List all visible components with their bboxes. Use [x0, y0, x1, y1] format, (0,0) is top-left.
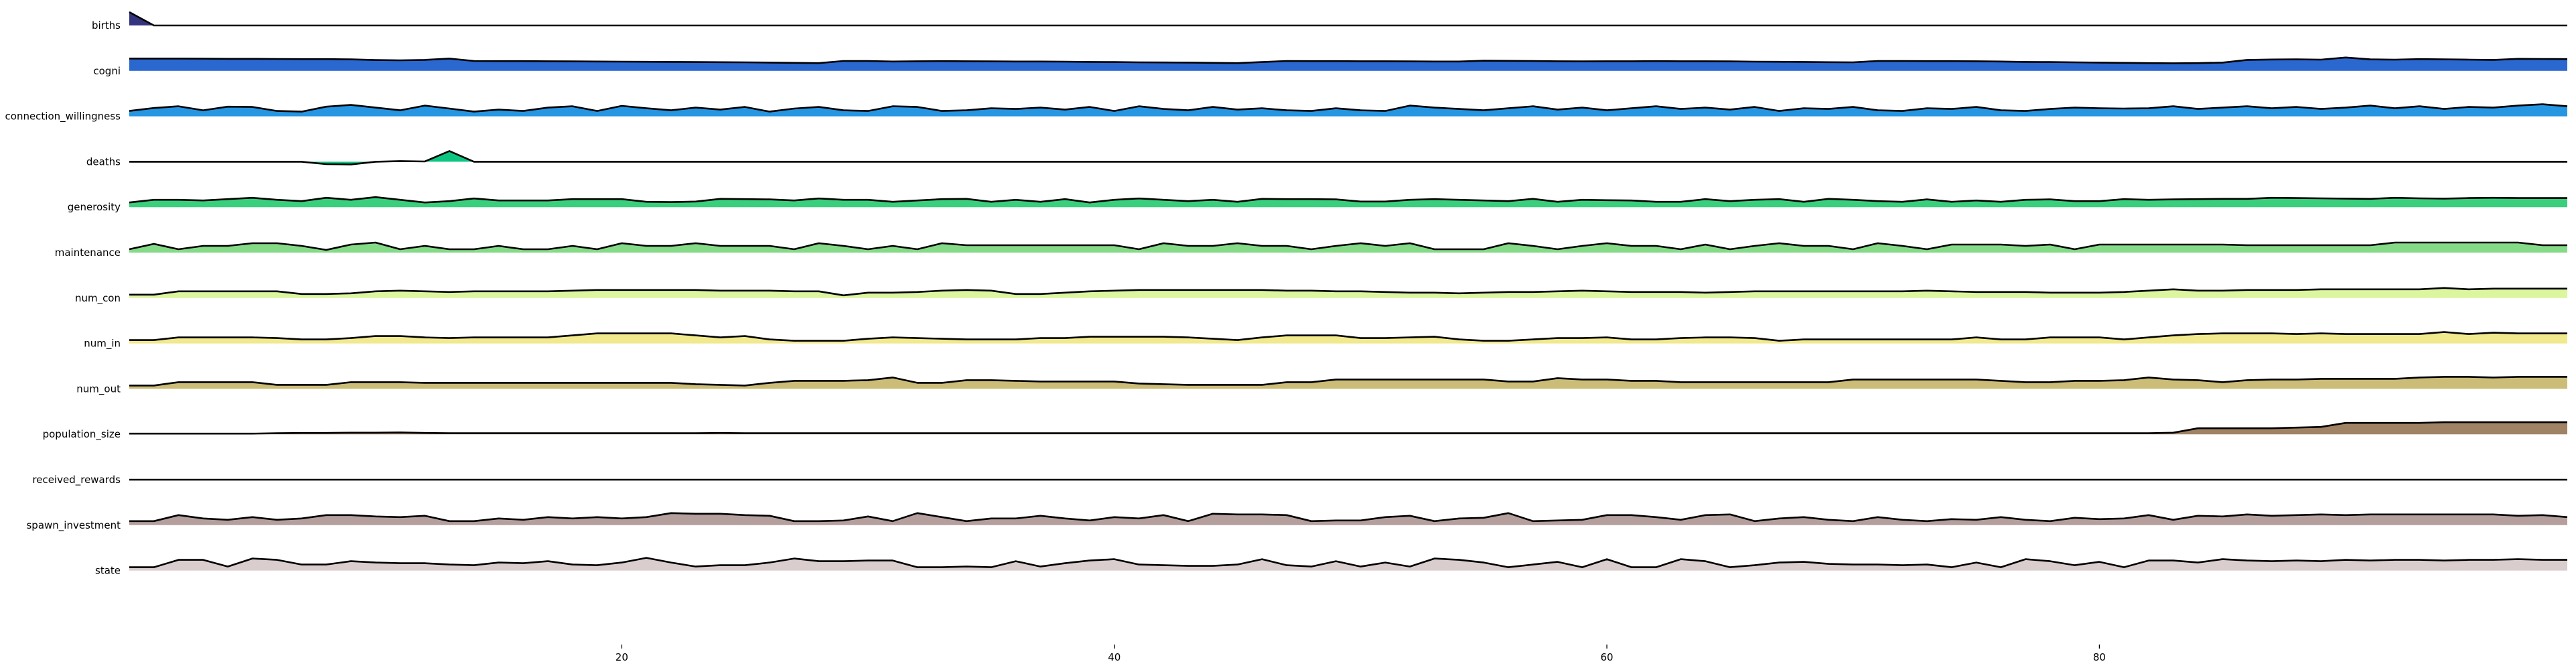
series-label: spawn_investment [26, 519, 121, 532]
series-line [129, 196, 2567, 204]
series-label: connection_willingness [5, 111, 121, 123]
series-area [129, 104, 2567, 117]
series-line [129, 103, 2568, 113]
series-label: maintenance [55, 247, 121, 259]
series-label: received_rewards [32, 474, 121, 486]
series-label: num_con [75, 292, 121, 305]
x-tick-label: 60 [1601, 651, 1614, 663]
series-area [129, 287, 2567, 298]
series-label: state [95, 565, 121, 577]
series-area [129, 57, 2567, 71]
series-label: deaths [86, 155, 121, 168]
x-tick-label: 40 [1108, 651, 1121, 663]
series-label: population_size [43, 428, 121, 441]
ridge-row: state [95, 557, 2567, 577]
ridge-row: num_in [84, 331, 2567, 350]
series-line [129, 421, 2567, 435]
series-area [129, 513, 2567, 525]
series-label: births [92, 19, 121, 31]
ridge-row: cogni [93, 56, 2568, 77]
ridge-row: connection_willingness [5, 103, 2568, 123]
series-area [129, 332, 2567, 344]
series-line [129, 11, 2567, 27]
ridge-row: births [92, 11, 2567, 31]
series-area [129, 12, 2567, 25]
ridge-row: spawn_investment [26, 512, 2568, 532]
x-tick-label: 20 [616, 651, 628, 663]
ridge-row: num_out [76, 376, 2567, 395]
series-line [129, 56, 2568, 64]
series-line [129, 331, 2567, 342]
ridge-row: generosity [68, 196, 2567, 213]
ridge-row: deaths [86, 150, 2567, 168]
series-label: generosity [68, 201, 121, 213]
series-label: num_out [76, 383, 121, 395]
x-tick-label: 80 [2093, 651, 2106, 663]
series-line [129, 512, 2568, 523]
x-axis: 20 40 60 80 [616, 645, 2106, 663]
series-line [129, 557, 2567, 568]
series-label: num_in [84, 338, 121, 350]
series-line [129, 150, 2567, 165]
ridge-row: population_size [43, 421, 2567, 441]
series-line [129, 241, 2567, 251]
series-line [129, 376, 2567, 387]
ridge-row: maintenance [55, 241, 2567, 259]
series-line [129, 287, 2567, 297]
series-label: cogni [93, 65, 121, 77]
ridge-row: received_rewards [32, 474, 2567, 486]
ridge-row: num_con [75, 287, 2567, 305]
